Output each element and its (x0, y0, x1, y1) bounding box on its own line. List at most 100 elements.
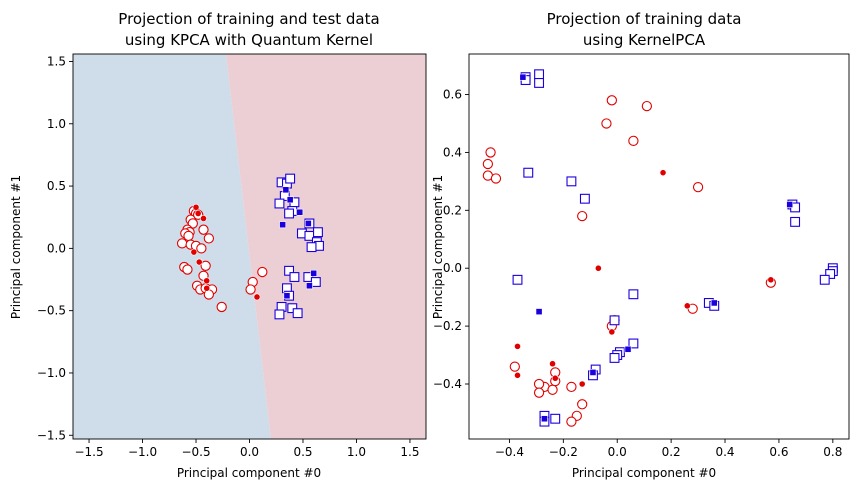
chart-left-point-a-train-24 (216, 301, 227, 313)
chart-right-point-a-test-5 (514, 342, 521, 350)
chart-right-point-a-train-21 (566, 381, 577, 393)
chart-left-point-a-test-5 (203, 277, 211, 285)
chart-right-point-b-test-0 (519, 73, 527, 81)
chart-left-title-line1: Projection of training and test data (118, 10, 379, 28)
chart-right-xtick-label-1: −0.2 (549, 445, 578, 459)
chart-left-region-left (73, 54, 271, 439)
chart-right-point-b-train-5 (566, 176, 577, 187)
chart-right-ytick-label-0: −0.4 (433, 377, 462, 391)
chart-left-point-a-train-27 (245, 284, 256, 295)
chart-right-point-a-test-2 (767, 276, 775, 284)
chart-left-point-b-test-2 (296, 208, 304, 216)
chart-left-ytick-label-6: 1.5 (47, 54, 66, 68)
chart-left-point-a-test-7 (253, 293, 261, 301)
chart-left-point-a-test-0 (192, 203, 200, 211)
chart-left-xtick-label-4: 0.5 (293, 445, 312, 459)
chart-right-point-b-test-3 (535, 308, 543, 316)
chart-right-xtick-label-5: 0.6 (769, 445, 788, 459)
chart-left-point-a-train-26 (257, 266, 268, 278)
chart-right-point-a-train-1 (641, 100, 653, 112)
chart-right-point-a-train-19 (533, 378, 545, 390)
chart-right-point-b-test-6 (541, 415, 548, 423)
chart-right-ytick-label-2: 0.0 (443, 261, 462, 275)
chart-left-ylabel: Principal component #1 (9, 175, 23, 319)
chart-right-xtick-label-0: −0.4 (495, 445, 524, 459)
chart-left-point-a-train-10 (203, 233, 215, 244)
chart-left-point-b-train-15 (284, 265, 295, 276)
chart-left-point-b-train-22 (287, 303, 298, 314)
chart-left-point-b-train-16 (289, 272, 300, 282)
chart-right-point-a-test-0 (659, 169, 667, 177)
chart-right-point-a-train-9 (577, 210, 588, 222)
chart-left-point-a-test-3 (190, 248, 198, 256)
chart-right-xlabel: Principal component #0 (572, 466, 716, 480)
chart-left-point-a-train-8 (183, 230, 194, 242)
chart-right-point-a-train-20 (533, 387, 545, 398)
chart-right-xtick-label-3: 0.2 (662, 445, 681, 459)
chart-right-title-line2: using KernelPCA (583, 31, 706, 49)
chart-right-point-a-test-6 (549, 360, 556, 368)
chart-left-point-b-train-17 (303, 272, 314, 282)
chart-right-point-a-test-8 (551, 374, 559, 382)
chart-right-ytick-label-3: 0.2 (443, 203, 462, 217)
chart-left-point-b-test-1 (286, 196, 294, 204)
chart-right-point-a-test-1 (594, 264, 602, 272)
chart-left-point-b-test-4 (304, 220, 312, 227)
chart-left-point-b-test-7 (283, 292, 291, 300)
chart-right: Projection of training data using Kernel… (431, 10, 850, 480)
chart-right-point-a-test-4 (608, 328, 616, 336)
chart-left-point-a-test-4 (195, 258, 203, 266)
chart-left-point-a-train-11 (176, 238, 188, 249)
chart-right-point-a-train-0 (606, 95, 617, 106)
chart-left-point-b-train-2 (285, 173, 296, 184)
chart-left-point-b-test-0 (282, 186, 290, 194)
chart-right-point-b-test-1 (786, 201, 794, 208)
chart-right-point-b-train-14 (819, 274, 830, 285)
chart-right-point-a-train-24 (566, 416, 577, 427)
chart-left-point-b-test-3 (279, 221, 287, 229)
chart-left-point-a-train-14 (196, 243, 207, 254)
chart-left-title-line2: using KPCA with Quantum Kernel (125, 31, 373, 49)
chart-left-point-b-train-7 (284, 208, 295, 219)
chart-right-point-a-test-7 (514, 371, 521, 379)
chart-left-xlabel: Principal component #0 (177, 466, 321, 480)
chart-left-ytick-label-3: 0.0 (47, 241, 66, 255)
chart-right-point-b-train-22 (609, 352, 620, 363)
chart-left-point-a-train-16 (182, 264, 193, 275)
chart-left-xtick-label-2: −0.5 (181, 445, 210, 459)
chart-right-point-b-train-13 (825, 269, 836, 279)
chart-left-point-b-train-14 (306, 242, 317, 253)
chart-left-ytick-label-2: −0.5 (37, 304, 66, 318)
chart-left-point-a-test-6 (203, 284, 211, 292)
chart-left-xtick-label-0: −1.5 (74, 445, 103, 459)
chart-right-point-b-test-2 (710, 299, 718, 307)
chart-right-point-a-train-5 (482, 158, 494, 170)
chart-right-title-line1: Projection of training data (547, 10, 742, 28)
chart-left-ytick-label-4: 0.5 (47, 179, 66, 193)
chart-left-point-a-train-9 (198, 224, 209, 235)
chart-right-point-b-train-4 (523, 167, 534, 178)
chart-right-axes-frame (468, 53, 850, 440)
chart-left-point-b-train-23 (274, 309, 285, 320)
chart-right-ytick-label-1: −0.2 (433, 319, 462, 333)
chart-left-point-b-test-6 (306, 282, 313, 290)
chart-left-point-b-train-11 (313, 227, 323, 238)
chart-right-point-b-train-3 (534, 77, 545, 88)
chart-right-point-b-test-4 (624, 345, 632, 353)
chart-right-point-a-train-18 (547, 384, 558, 395)
chart-right-point-a-train-22 (577, 399, 588, 410)
chart-left-point-a-train-17 (200, 260, 211, 271)
chart-left-point-a-test-2 (200, 215, 207, 222)
chart-right-point-b-test-5 (589, 369, 597, 376)
chart-left-xtick-label-1: −1.0 (128, 445, 157, 459)
chart-left-point-b-train-18 (310, 277, 321, 287)
chart-right-ytick-label-4: 0.4 (443, 145, 462, 159)
chart-right-point-a-train-14 (509, 361, 520, 372)
chart-left-xtick-label-3: 0.0 (240, 445, 259, 459)
chart-right-point-b-train-26 (550, 413, 561, 424)
chart-right-point-b-train-18 (609, 315, 620, 326)
chart-left-point-a-test-1 (194, 210, 202, 217)
chart-left-xtick-label-5: 1.0 (347, 445, 366, 459)
chart-left-ytick-label-0: −1.5 (37, 428, 66, 442)
chart-right-point-b-train-15 (628, 289, 639, 300)
